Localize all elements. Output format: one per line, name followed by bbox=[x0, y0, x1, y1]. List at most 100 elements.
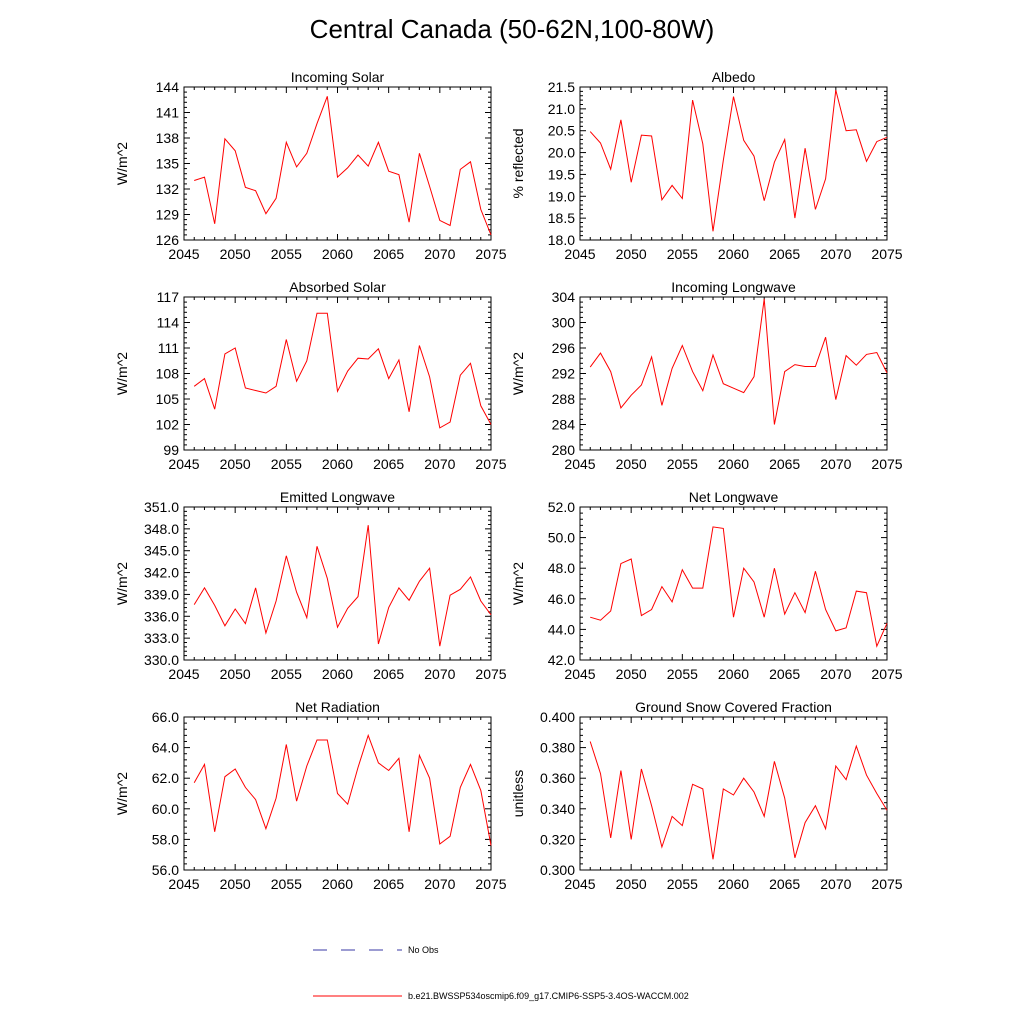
y-tick-label: 284 bbox=[552, 417, 576, 433]
panel-title: Net Longwave bbox=[689, 489, 779, 505]
y-tick-label: 52.0 bbox=[548, 499, 575, 515]
y-tick-label: 20.0 bbox=[548, 145, 575, 161]
x-tick-label: 2050 bbox=[220, 456, 251, 472]
y-tick-label: 62.0 bbox=[152, 770, 179, 786]
y-tick-label: 339.0 bbox=[144, 586, 179, 602]
y-axis-label: % reflected bbox=[510, 128, 526, 198]
x-tick-label: 2075 bbox=[871, 456, 902, 472]
x-tick-label: 2075 bbox=[871, 246, 902, 262]
y-tick-label: 46.0 bbox=[548, 591, 575, 607]
y-tick-label: 60.0 bbox=[152, 801, 179, 817]
plot-frame bbox=[183, 86, 492, 241]
y-tick-label: 99 bbox=[163, 442, 179, 458]
x-tick-label: 2050 bbox=[616, 876, 647, 892]
y-tick-label: 0.360 bbox=[540, 770, 575, 786]
x-tick-label: 2050 bbox=[220, 246, 251, 262]
y-tick-label: 141 bbox=[156, 105, 180, 121]
y-tick-label: 296 bbox=[552, 340, 576, 356]
x-tick-label: 2055 bbox=[271, 456, 302, 472]
y-tick-label: 21.5 bbox=[548, 79, 575, 95]
y-tick-label: 18.5 bbox=[548, 210, 575, 226]
x-tick-label: 2050 bbox=[220, 666, 251, 682]
figure-title: Central Canada (50-62N,100-80W) bbox=[309, 14, 715, 44]
x-tick-label: 2045 bbox=[168, 876, 199, 892]
x-tick-label: 2050 bbox=[616, 456, 647, 472]
x-tick-label: 2075 bbox=[475, 876, 506, 892]
series-line bbox=[590, 526, 888, 648]
y-tick-label: 102 bbox=[156, 417, 180, 433]
y-tick-label: 292 bbox=[552, 366, 576, 382]
panel-6: Net Longwave W/m^2 42.0 44.0 46.0 48.0 50.0 52.… bbox=[510, 489, 903, 682]
x-tick-label: 2055 bbox=[667, 876, 698, 892]
y-tick-label: 108 bbox=[156, 366, 180, 382]
y-tick-label: 19.0 bbox=[548, 188, 575, 204]
panel-title: Incoming Longwave bbox=[671, 279, 796, 295]
x-tick-label: 2065 bbox=[373, 876, 404, 892]
series-line bbox=[589, 741, 888, 860]
y-axis-label: W/m^2 bbox=[114, 352, 130, 395]
series-line bbox=[194, 96, 492, 236]
panel-8: Ground Snow Covered Fraction unitless 0.30… bbox=[510, 699, 903, 892]
x-tick-label: 2060 bbox=[718, 666, 749, 682]
panel-title: Net Radiation bbox=[295, 699, 380, 715]
x-tick-label: 2045 bbox=[168, 456, 199, 472]
x-tick-label: 2075 bbox=[475, 456, 506, 472]
y-tick-label: 300 bbox=[552, 315, 576, 331]
y-tick-label: 280 bbox=[552, 442, 576, 458]
panel-4: Incoming Longwave W/m^2 280 284 288 292 296 300… bbox=[510, 279, 903, 472]
y-axis-label: W/m^2 bbox=[510, 352, 526, 395]
y-tick-label: 304 bbox=[552, 289, 576, 305]
x-tick-label: 2065 bbox=[769, 666, 800, 682]
y-tick-label: 288 bbox=[552, 391, 576, 407]
x-tick-label: 2070 bbox=[424, 456, 455, 472]
y-axis-label: W/m^2 bbox=[114, 562, 130, 605]
y-tick-label: 126 bbox=[156, 232, 180, 248]
y-tick-label: 351.0 bbox=[144, 499, 179, 515]
plot-frame bbox=[183, 296, 492, 451]
x-tick-label: 2070 bbox=[424, 246, 455, 262]
y-tick-label: 348.0 bbox=[144, 521, 179, 537]
panel-title: Albedo bbox=[712, 69, 756, 85]
x-tick-label: 2050 bbox=[616, 666, 647, 682]
x-tick-label: 2045 bbox=[168, 666, 199, 682]
y-tick-label: 105 bbox=[156, 391, 180, 407]
x-tick-label: 2060 bbox=[322, 876, 353, 892]
y-tick-label: 20.5 bbox=[548, 123, 575, 139]
x-tick-label: 2055 bbox=[271, 876, 302, 892]
y-tick-label: 336.0 bbox=[144, 608, 179, 624]
x-tick-label: 2065 bbox=[769, 246, 800, 262]
series-line bbox=[589, 298, 888, 425]
x-tick-label: 2070 bbox=[820, 456, 851, 472]
y-tick-label: 19.5 bbox=[548, 166, 575, 182]
series-line bbox=[193, 733, 492, 846]
x-tick-label: 2070 bbox=[820, 666, 851, 682]
x-tick-label: 2065 bbox=[373, 456, 404, 472]
x-tick-label: 2060 bbox=[718, 456, 749, 472]
y-tick-label: 50.0 bbox=[548, 530, 575, 546]
panel-title: Absorbed Solar bbox=[289, 279, 386, 295]
x-tick-label: 2055 bbox=[667, 246, 698, 262]
y-tick-label: 114 bbox=[157, 315, 180, 331]
x-tick-label: 2055 bbox=[667, 456, 698, 472]
x-tick-label: 2055 bbox=[271, 246, 302, 262]
y-tick-label: 345.0 bbox=[144, 543, 179, 559]
panel-title: Ground Snow Covered Fraction bbox=[635, 699, 832, 715]
plot-frame bbox=[183, 506, 492, 661]
x-tick-label: 2045 bbox=[168, 246, 199, 262]
x-tick-label: 2060 bbox=[322, 246, 353, 262]
y-tick-label: 48.0 bbox=[548, 560, 575, 576]
y-tick-label: 0.300 bbox=[540, 862, 575, 878]
plot-frame bbox=[579, 716, 888, 871]
y-tick-label: 0.340 bbox=[540, 801, 575, 817]
x-tick-label: 2070 bbox=[424, 876, 455, 892]
x-tick-label: 2060 bbox=[718, 246, 749, 262]
x-tick-label: 2045 bbox=[564, 666, 595, 682]
y-tick-label: 138 bbox=[156, 130, 180, 146]
panel-7: Net Radiation W/m^2 56.0 58.0 60.0 62.0 64.0 66… bbox=[114, 699, 507, 892]
x-tick-label: 2065 bbox=[769, 456, 800, 472]
x-tick-label: 2055 bbox=[667, 666, 698, 682]
x-tick-label: 2060 bbox=[322, 456, 353, 472]
y-axis-label: W/m^2 bbox=[114, 142, 130, 185]
series-line bbox=[589, 89, 888, 232]
y-axis-label: unitless bbox=[510, 770, 526, 817]
